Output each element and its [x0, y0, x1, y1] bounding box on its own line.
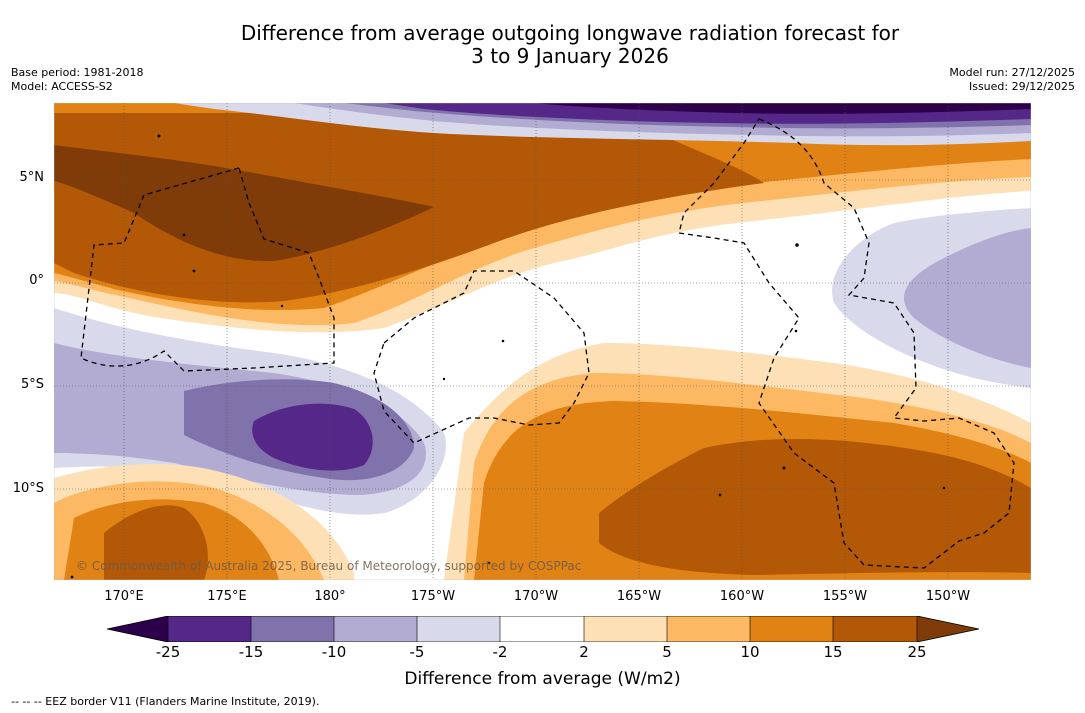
graticule: [54, 103, 1031, 580]
colorbar-tick: -15: [238, 643, 264, 661]
island-dot: [487, 561, 491, 565]
colorbar-bin-m10-m5: [334, 616, 417, 642]
island-dot: [280, 304, 284, 308]
contour-m10-east: [904, 228, 1031, 368]
island-dot: [942, 486, 946, 490]
meta-left: Base period: 1981-2018 Model: ACCESS-S2: [11, 66, 143, 94]
copyright-text: © Commonwealth of Australia 2025, Bureau…: [76, 559, 581, 573]
island-dot: [442, 377, 446, 381]
island-dot: [794, 329, 798, 333]
anomaly-map: © Commonwealth of Australia 2025, Bureau…: [54, 103, 1031, 580]
lon-label-170w: 170°W: [513, 589, 559, 604]
eez-borders: [80, 118, 1015, 569]
colorbar-tick: 15: [823, 643, 843, 661]
lon-label-160w: 160°W: [719, 589, 765, 604]
island-dot: [157, 134, 161, 138]
colorbar-bin-p15-p25: [833, 616, 917, 642]
lon-label-175e: 175°E: [207, 589, 247, 604]
colorbar-tick: -2: [492, 643, 508, 661]
colorbar-bin-m5-m2: [417, 616, 500, 642]
model-name: Model: ACCESS-S2: [11, 80, 113, 93]
colorbar-bin-m15-m10: [251, 616, 334, 642]
base-period: Base period: 1981-2018: [11, 66, 144, 79]
island-dot: [782, 466, 786, 470]
eez-legend: -- -- -- EEZ border V11 (Flanders Marine…: [11, 695, 320, 708]
colorbar-tick: 25: [907, 643, 927, 661]
eez-border-kiribati-gilbert: [80, 167, 335, 372]
colorbar-label: Difference from average (W/m2): [404, 669, 681, 689]
colorbar-dividers: [167, 616, 918, 642]
island-dot: [718, 493, 722, 497]
colorbar-extend-low: [107, 616, 168, 642]
model-run: Model run: 27/12/2025: [949, 66, 1075, 79]
colorbar-tick: 5: [662, 643, 672, 661]
island-dot: [70, 575, 74, 579]
issued-date: Issued: 29/12/2025: [968, 80, 1075, 93]
lon-label-175w: 175°W: [410, 589, 456, 604]
contour-m25-southwest: [252, 403, 373, 471]
island-dot: [501, 339, 505, 343]
title-line-1: Difference from average outgoing longwav…: [240, 21, 900, 45]
colorbar-tick: 2: [579, 643, 589, 661]
lon-label-155w: 155°W: [822, 589, 868, 604]
lon-label-165w: 165°W: [616, 589, 662, 604]
colorbar-tick: -5: [409, 643, 425, 661]
contour-lt25-north: [534, 103, 1031, 114]
colorbar-extend-high: [917, 616, 979, 642]
colorbar-bin-p5-p10: [667, 616, 750, 642]
contour-p15-south: [599, 438, 1031, 575]
lat-label-5s: 5°S: [20, 377, 44, 392]
eez-border-line-islands: [678, 118, 1015, 569]
colorbar-tick: -10: [321, 643, 347, 661]
contour-p25-north: [54, 145, 434, 262]
colorbar: [107, 616, 979, 642]
island-dot: [192, 269, 196, 273]
lon-label-150w: 150°W: [925, 589, 971, 604]
colorbar-bin-p10-p15: [750, 616, 833, 642]
lat-label-10s: 10°S: [12, 481, 44, 496]
chart-title: Difference from average outgoing longwav…: [150, 22, 990, 68]
lon-label-170e: 170°E: [104, 589, 144, 604]
colorbar-bin-p2-p5: [584, 616, 667, 642]
island-dot: [795, 243, 799, 247]
island-dot: [182, 233, 186, 237]
lon-label-180: 180°: [314, 589, 346, 604]
colorbar-tick: 10: [740, 643, 760, 661]
colorbar-bin-m25-m15: [168, 616, 251, 642]
title-line-2: 3 to 9 January 2026: [471, 44, 669, 68]
lat-label-0: 0°: [29, 273, 44, 288]
eez-border-tokelau-phoenix: [373, 270, 590, 444]
colorbar-tick: -25: [155, 643, 181, 661]
island-markers: [70, 134, 946, 579]
lat-label-5n: 5°N: [19, 170, 45, 185]
contour-p15-southwest: [104, 505, 208, 580]
meta-right: Model run: 27/12/2025 Issued: 29/12/2025: [949, 66, 1075, 94]
colorbar-bin-m2-p2: [500, 616, 584, 642]
